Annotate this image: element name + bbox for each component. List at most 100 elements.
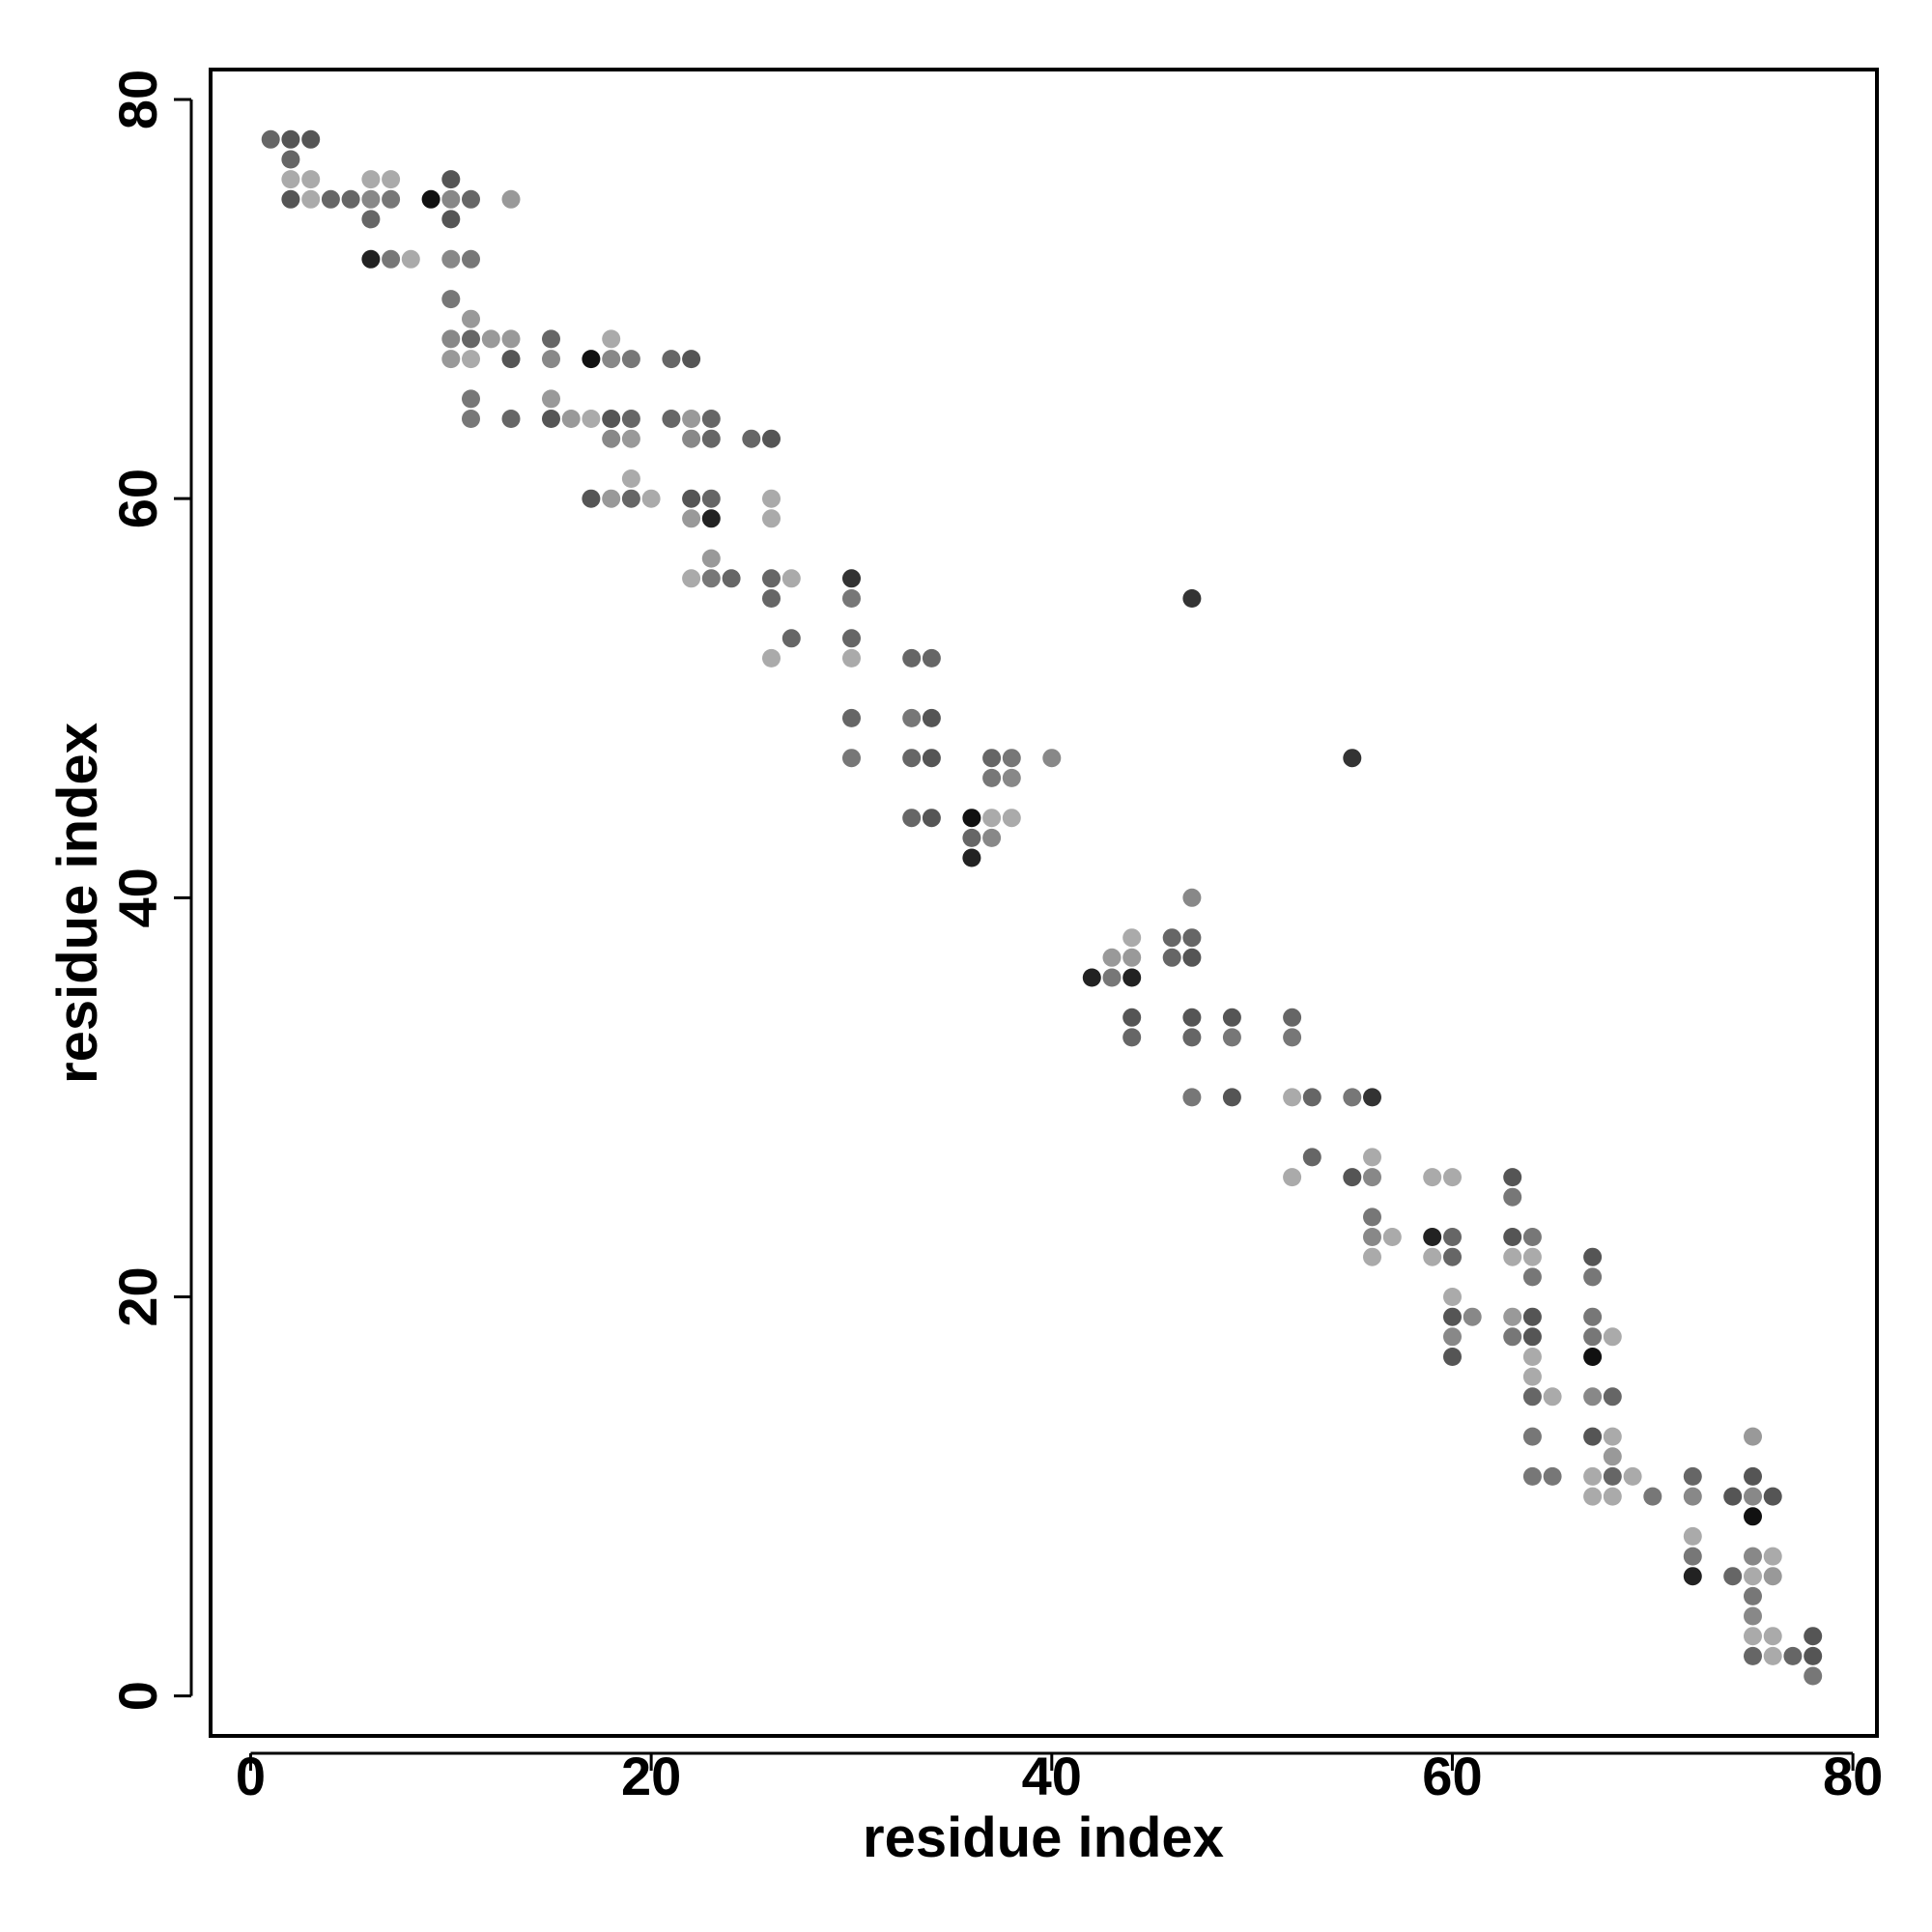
y-tick-label-0: 0 xyxy=(107,1681,168,1711)
contact-point-44 xyxy=(582,350,601,369)
contact-point-162 xyxy=(1503,1327,1522,1347)
contact-point-191 xyxy=(1744,1466,1762,1486)
contact-point-165 xyxy=(1522,1367,1542,1386)
contact-point-148 xyxy=(1443,1288,1462,1306)
contact-point-137 xyxy=(1363,1148,1381,1167)
contact-point-166 xyxy=(1522,1387,1542,1406)
x-tick-label-0: 0 xyxy=(236,1746,266,1806)
contact-point-117 xyxy=(1102,968,1122,987)
contact-point-76 xyxy=(762,569,781,588)
contact-point-9 xyxy=(341,189,360,209)
contact-point-169 xyxy=(1522,1466,1542,1486)
contact-point-209 xyxy=(1763,1646,1782,1665)
contact-point-40 xyxy=(542,389,560,409)
contact-point-19 xyxy=(441,170,461,189)
contact-point-64 xyxy=(641,489,661,508)
contact-point-39 xyxy=(501,410,521,428)
contact-point-133 xyxy=(1302,1148,1321,1167)
contact-point-104 xyxy=(982,828,1002,847)
contact-point-38 xyxy=(462,410,480,428)
contact-point-70 xyxy=(762,489,781,508)
contact-point-35 xyxy=(542,329,560,349)
contact-point-192 xyxy=(1744,1487,1762,1506)
contact-point-90 xyxy=(922,708,941,727)
contact-point-30 xyxy=(501,329,521,349)
contact-point-174 xyxy=(1583,1327,1603,1347)
contact-point-207 xyxy=(1763,1627,1782,1646)
contact-point-180 xyxy=(1603,1427,1622,1446)
contact-point-154 xyxy=(1503,1187,1522,1207)
x-tick-label-80: 80 xyxy=(1823,1746,1883,1806)
contact-point-195 xyxy=(1744,1507,1762,1526)
contact-point-98 xyxy=(982,768,1002,787)
contact-point-161 xyxy=(1522,1307,1542,1326)
contact-point-48 xyxy=(602,410,621,428)
contact-point-80 xyxy=(762,648,781,668)
y-tick-label-60: 60 xyxy=(107,469,168,528)
contact-point-203 xyxy=(1763,1567,1782,1586)
contact-point-55 xyxy=(682,410,701,428)
contact-point-163 xyxy=(1522,1327,1542,1347)
contact-point-210 xyxy=(1783,1646,1803,1665)
contact-point-190 xyxy=(1723,1487,1743,1506)
contact-point-87 xyxy=(902,648,922,668)
contact-point-173 xyxy=(1583,1307,1603,1326)
contact-point-51 xyxy=(621,429,640,448)
contact-point-208 xyxy=(1744,1646,1762,1665)
contact-point-200 xyxy=(1744,1547,1762,1566)
contact-point-81 xyxy=(842,569,861,588)
contact-point-126 xyxy=(1283,1028,1302,1047)
contact-point-130 xyxy=(1302,1088,1321,1107)
contact-point-32 xyxy=(441,350,461,369)
contact-point-172 xyxy=(1583,1267,1603,1287)
contact-point-94 xyxy=(922,809,941,828)
y-tick-label-80: 80 xyxy=(107,70,168,129)
contact-point-184 xyxy=(1623,1466,1642,1486)
contact-point-1 xyxy=(281,129,300,149)
contact-point-75 xyxy=(701,549,721,568)
contact-point-91 xyxy=(902,749,922,768)
contact-point-56 xyxy=(701,410,721,428)
contact-point-110 xyxy=(1162,928,1181,948)
contact-point-89 xyxy=(902,708,922,727)
contact-point-175 xyxy=(1603,1327,1622,1347)
contact-point-119 xyxy=(1122,1008,1142,1027)
contact-point-22 xyxy=(382,249,401,269)
contact-point-11 xyxy=(382,189,401,209)
contact-point-25 xyxy=(462,249,480,269)
contact-point-29 xyxy=(481,329,500,349)
contact-point-28 xyxy=(462,329,480,349)
contact-point-58 xyxy=(701,429,721,448)
contact-point-159 xyxy=(1522,1267,1542,1287)
data-points xyxy=(261,129,1823,1686)
contact-point-193 xyxy=(1763,1487,1782,1506)
contact-point-171 xyxy=(1583,1247,1603,1266)
contact-point-122 xyxy=(1283,1008,1302,1027)
contact-point-57 xyxy=(682,429,701,448)
contact-point-131 xyxy=(1343,1088,1362,1107)
contact-point-136 xyxy=(1363,1168,1381,1187)
contact-point-5 xyxy=(301,170,321,189)
contact-point-10 xyxy=(361,189,381,209)
contact-point-167 xyxy=(1543,1387,1562,1406)
contact-point-177 xyxy=(1583,1387,1603,1406)
contact-point-49 xyxy=(621,410,640,428)
contact-point-108 xyxy=(1182,888,1202,907)
contact-point-181 xyxy=(1603,1447,1622,1466)
contact-point-78 xyxy=(762,589,781,608)
contact-point-153 xyxy=(1503,1168,1522,1187)
contact-point-20 xyxy=(441,210,461,229)
contact-point-138 xyxy=(1363,1208,1381,1227)
contact-point-86 xyxy=(842,749,861,768)
contact-point-156 xyxy=(1522,1228,1542,1246)
y-tick-label-40: 40 xyxy=(107,867,168,927)
contact-point-164 xyxy=(1522,1348,1542,1366)
contact-point-143 xyxy=(1443,1168,1462,1187)
contact-point-13 xyxy=(382,170,401,189)
contact-point-135 xyxy=(1343,1168,1362,1187)
contact-point-42 xyxy=(561,410,581,428)
contact-point-46 xyxy=(621,350,640,369)
contact-point-54 xyxy=(662,410,681,428)
contact-point-92 xyxy=(922,749,941,768)
contact-point-185 xyxy=(1583,1487,1603,1506)
